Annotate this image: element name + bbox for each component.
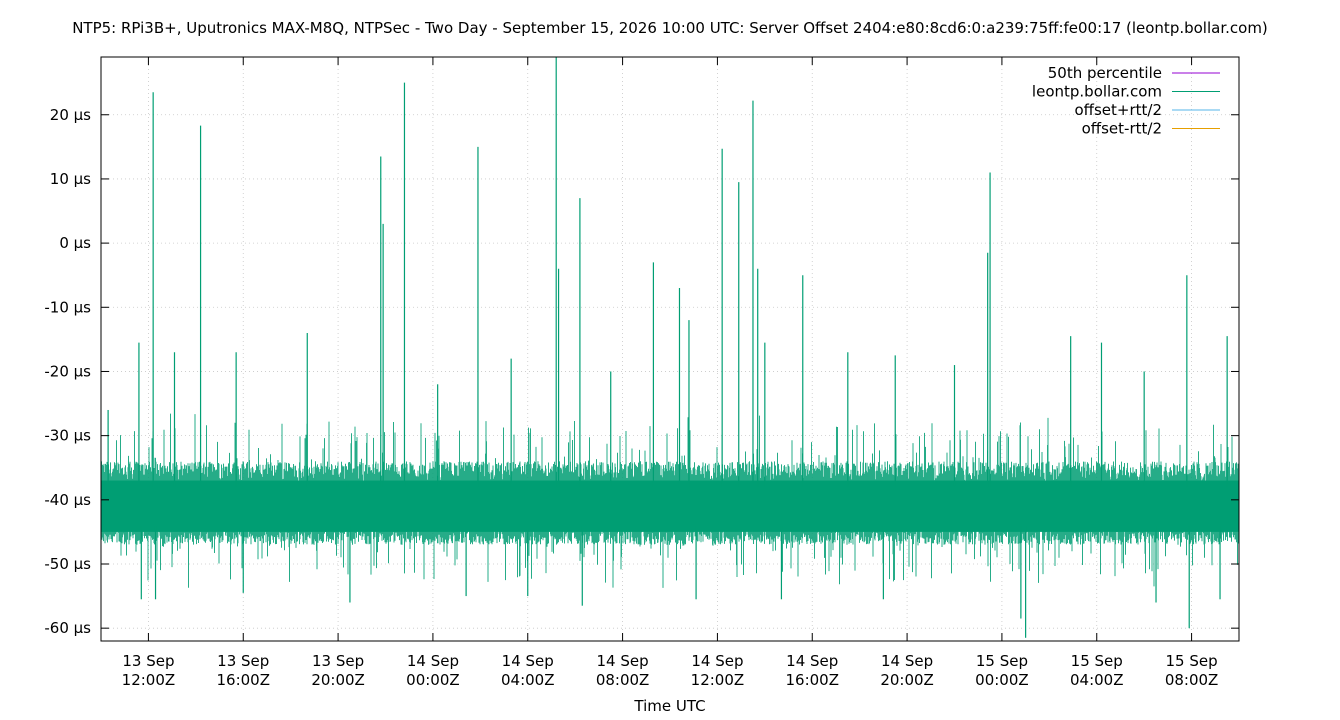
x-tick-label-date: 14 Sep: [786, 652, 838, 670]
x-tick-label-time: 04:00Z: [501, 671, 555, 689]
x-tick-label-date: 15 Sep: [1071, 652, 1123, 670]
legend-label: offset+rtt/2: [1074, 101, 1162, 119]
x-tick-label-time: 08:00Z: [596, 671, 650, 689]
x-tick-label-date: 14 Sep: [691, 652, 743, 670]
series-leontp: [101, 57, 1239, 638]
y-tick-label: -20 µs: [44, 362, 91, 380]
gridlines: [101, 57, 1239, 641]
x-tick-label-date: 14 Sep: [597, 652, 649, 670]
y-tick-label: 0 µs: [59, 234, 91, 252]
y-tick-label: -10 µs: [44, 298, 91, 316]
x-tick-label-time: 20:00Z: [880, 671, 934, 689]
y-tick-label: -50 µs: [44, 555, 91, 573]
y-tick-label: -60 µs: [44, 619, 91, 637]
x-tick-label-date: 13 Sep: [217, 652, 269, 670]
chart-title: NTP5: RPi3B+, Uputronics MAX-M8Q, NTPSec…: [72, 19, 1268, 37]
plot-frame: [100, 56, 1240, 642]
x-tick-label-date: 13 Sep: [312, 652, 364, 670]
core-band: [101, 480, 1239, 532]
x-tick-label-date: 13 Sep: [122, 652, 174, 670]
x-tick-label-time: 12:00Z: [691, 671, 745, 689]
legend-label: 50th percentile: [1048, 64, 1162, 82]
legend-label: offset-rtt/2: [1082, 120, 1162, 138]
legend-label: leontp.bollar.com: [1032, 83, 1162, 101]
legend: 50th percentileleontp.bollar.comoffset+r…: [1032, 64, 1220, 138]
x-tick-label-time: 20:00Z: [311, 671, 365, 689]
x-tick-label-time: 08:00Z: [1165, 671, 1219, 689]
y-tick-label: 20 µs: [50, 106, 91, 124]
y-tick-label: -40 µs: [44, 491, 91, 509]
x-axis-label: Time UTC: [634, 697, 706, 715]
y-tick-label: 10 µs: [50, 170, 91, 188]
x-tick-label-date: 14 Sep: [881, 652, 933, 670]
x-tick-label-time: 16:00Z: [785, 671, 839, 689]
x-tick-label-time: 00:00Z: [975, 671, 1029, 689]
x-tick-label-time: 16:00Z: [216, 671, 270, 689]
x-tick-label-time: 12:00Z: [122, 671, 176, 689]
x-tick-label-date: 15 Sep: [1166, 652, 1218, 670]
x-tick-label-time: 00:00Z: [406, 671, 460, 689]
x-tick-label-date: 14 Sep: [407, 652, 459, 670]
x-tick-label-date: 15 Sep: [976, 652, 1028, 670]
x-tick-label-date: 14 Sep: [502, 652, 554, 670]
y-tick-label: -30 µs: [44, 427, 91, 445]
x-tick-label-time: 04:00Z: [1070, 671, 1124, 689]
